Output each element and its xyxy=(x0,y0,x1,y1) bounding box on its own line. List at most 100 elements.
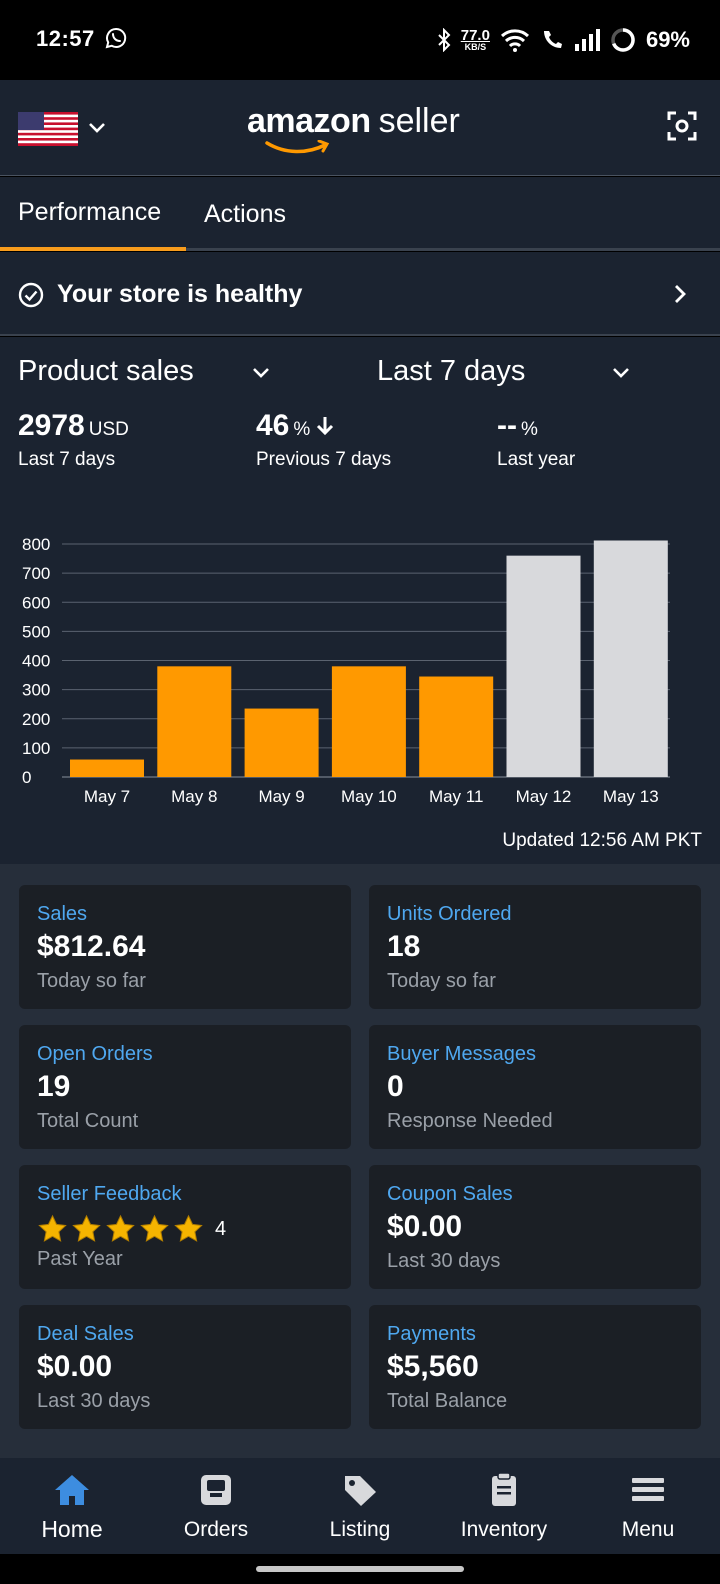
stat-change: 46% Previous 7 days xyxy=(256,409,391,471)
x-tick-label: May 9 xyxy=(258,787,304,806)
y-tick-label: 400 xyxy=(22,652,50,671)
nav-home[interactable]: Home xyxy=(0,1458,144,1554)
tab-bar: Performance Actions xyxy=(0,177,720,251)
card-open-orders[interactable]: Open Orders 19 Total Count xyxy=(19,1025,351,1149)
card-title: Coupon Sales xyxy=(387,1183,513,1205)
nav-menu[interactable]: Menu xyxy=(576,1458,720,1554)
home-icon xyxy=(55,1475,89,1505)
x-tick-label: May 10 xyxy=(341,787,397,806)
nav-menu-label: Menu xyxy=(621,1518,675,1541)
nav-listing[interactable]: Listing xyxy=(288,1458,432,1554)
chart-bar[interactable] xyxy=(331,666,406,777)
chart-bar[interactable] xyxy=(506,555,581,777)
range-selector[interactable]: Last 7 days xyxy=(377,355,526,387)
y-tick-label: 600 xyxy=(22,593,50,612)
star-icon xyxy=(174,1214,203,1242)
store-health-label: Your store is healthy xyxy=(57,280,303,308)
stat-change-label: Previous 7 days xyxy=(256,449,392,470)
sales-chart-panel: Product sales Last 7 days 2978 USD Last 7… xyxy=(0,337,720,864)
tab-performance[interactable]: Performance xyxy=(0,177,186,251)
chart-bar[interactable] xyxy=(419,676,494,777)
x-tick-label: May 7 xyxy=(84,787,130,806)
x-tick-label: May 8 xyxy=(171,787,217,806)
nav-inventory[interactable]: Inventory xyxy=(432,1458,576,1554)
chevron-down-icon[interactable] xyxy=(86,116,108,138)
card-deal-sales[interactable]: Deal Sales $0.00 Last 30 days xyxy=(19,1305,351,1429)
chart-bar[interactable] xyxy=(157,666,232,777)
clipboard-icon xyxy=(492,1472,516,1506)
card-title: Buyer Messages xyxy=(387,1043,536,1065)
card-subtitle: Response Needed xyxy=(387,1110,553,1132)
metric-selector[interactable]: Product sales xyxy=(18,355,194,387)
card-title: Open Orders xyxy=(37,1043,153,1065)
card-sales[interactable]: Sales $812.64 Today so far xyxy=(19,885,351,1009)
card-payments[interactable]: Payments $5,560 Total Balance xyxy=(369,1305,701,1429)
amazon-seller-logo: amazon seller xyxy=(247,102,460,158)
card-value: 18 xyxy=(387,930,421,963)
card-value: $812.64 xyxy=(37,930,146,963)
card-title: Deal Sales xyxy=(37,1323,134,1345)
chart-bar[interactable] xyxy=(244,708,319,777)
chart-bar[interactable] xyxy=(70,759,144,777)
star-icon xyxy=(38,1214,67,1242)
chevron-down-icon[interactable] xyxy=(610,361,632,383)
card-buyer-messages[interactable]: Buyer Messages 0 Response Needed xyxy=(369,1025,701,1149)
stat-lastyear: --% Last year xyxy=(497,409,575,471)
nav-inventory-label: Inventory xyxy=(460,1518,548,1541)
card-value: 19 xyxy=(37,1070,71,1103)
network-speed: 77.0 KB/S xyxy=(461,28,490,52)
nav-orders-label: Orders xyxy=(183,1518,249,1541)
y-tick-label: 100 xyxy=(22,739,50,758)
star-icon xyxy=(72,1214,101,1242)
tab-actions[interactable]: Actions xyxy=(204,177,286,251)
stat-sales-value: 2978 xyxy=(18,409,85,442)
stat-lastyear-label: Last year xyxy=(497,449,576,470)
status-time: 12:57 xyxy=(36,26,95,51)
card-subtitle: Last 30 days xyxy=(387,1250,501,1272)
card-subtitle: Total Count xyxy=(37,1110,139,1132)
nav-home-label: Home xyxy=(41,1516,103,1542)
nav-orders[interactable]: Orders xyxy=(144,1458,288,1554)
star-icon xyxy=(106,1214,135,1242)
status-icons: 77.0 KB/S 69% xyxy=(437,22,690,58)
stat-change-unit: % xyxy=(293,419,311,440)
card-units-ordered[interactable]: Units Ordered 18 Today so far xyxy=(369,885,701,1009)
card-coupon-sales[interactable]: Coupon Sales $0.00 Last 30 days xyxy=(369,1165,701,1289)
tag-icon xyxy=(345,1476,376,1506)
y-tick-label: 200 xyxy=(22,710,50,729)
card-value: $5,560 xyxy=(387,1350,479,1383)
signal-icon xyxy=(574,29,600,51)
net-speed-value: 77.0 xyxy=(460,27,490,44)
stat-lastyear-unit: % xyxy=(520,419,538,440)
feedback-count: 4 xyxy=(215,1217,227,1240)
stat-change-value: 46 xyxy=(256,409,290,442)
y-tick-label: 700 xyxy=(22,564,50,583)
card-seller-feedback[interactable]: Seller Feedback 4 Past Year xyxy=(19,1165,351,1289)
y-tick-label: 0 xyxy=(22,768,31,787)
y-tick-label: 300 xyxy=(22,681,50,700)
bottom-nav: Home Orders Listing Inventory Menu xyxy=(0,1458,720,1554)
chart-bar[interactable] xyxy=(593,540,668,777)
stat-sales-unit: USD xyxy=(88,419,129,440)
card-title: Payments xyxy=(387,1323,476,1345)
home-gesture-pill[interactable] xyxy=(256,1566,464,1572)
chevron-down-icon[interactable] xyxy=(250,361,272,383)
card-subtitle: Today so far xyxy=(37,970,146,992)
menu-icon xyxy=(632,1478,664,1501)
card-subtitle: Today so far xyxy=(387,970,496,992)
star-icon xyxy=(140,1214,169,1242)
card-title: Units Ordered xyxy=(387,903,512,925)
app-header: amazon seller xyxy=(0,80,720,176)
battery-ring-icon xyxy=(611,28,635,52)
scan-icon[interactable] xyxy=(666,110,698,142)
system-home-bar xyxy=(0,1554,720,1584)
metric-cards: Sales $812.64 Today so far Units Ordered… xyxy=(0,864,720,1458)
stat-sales-label: Last 7 days xyxy=(18,449,116,470)
y-tick-label: 500 xyxy=(22,622,50,641)
chevron-right-icon[interactable] xyxy=(670,283,690,305)
arrow-down-icon xyxy=(316,417,333,436)
net-speed-unit: KB/S xyxy=(464,42,487,52)
us-flag-icon[interactable] xyxy=(18,112,78,146)
x-tick-label: May 11 xyxy=(429,787,484,806)
store-health-row[interactable]: Your store is healthy xyxy=(0,252,720,336)
